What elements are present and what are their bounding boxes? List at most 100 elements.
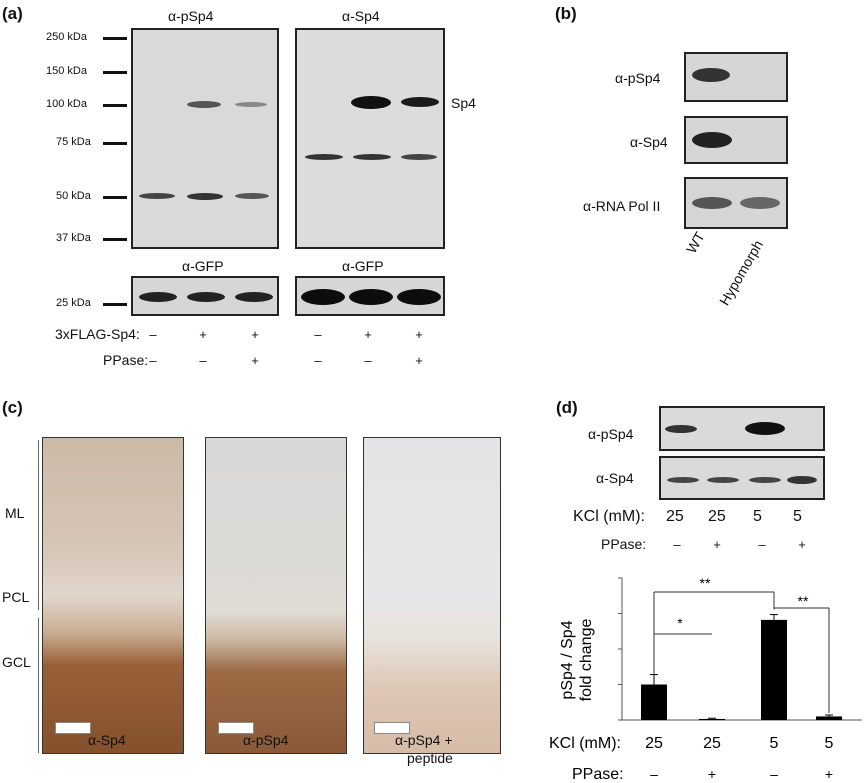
sp4-band-label: Sp4 [451, 95, 476, 111]
sign: – [758, 537, 766, 552]
ppase-tick: + [708, 766, 716, 782]
mw-37: 37 kDa [56, 232, 91, 244]
histology-sp4 [42, 437, 184, 754]
blot1-title: α-pSp4 [168, 8, 214, 24]
ppase-tick: – [650, 766, 658, 782]
band [745, 422, 785, 435]
sign: – [149, 327, 157, 342]
mw-tick [103, 196, 127, 199]
sign: + [199, 327, 207, 342]
panel-d-label: (d) [556, 398, 578, 417]
band [139, 193, 175, 199]
band [187, 292, 225, 302]
layer-pcl: PCL [2, 589, 30, 605]
band [139, 292, 177, 302]
c-caption-1: α-Sp4 [88, 732, 126, 748]
b-blot-rnapol [684, 177, 788, 229]
sign: – [314, 353, 322, 368]
d-blot-Sp4 [659, 456, 825, 500]
ylabel-1: pSp4 / Sp4 [559, 620, 576, 699]
mw-tick [103, 303, 127, 306]
sign: – [199, 353, 207, 368]
d-kcl-value: 5 [753, 508, 762, 525]
sign: + [713, 537, 721, 552]
blot2-title: α-Sp4 [342, 8, 380, 24]
band [707, 477, 739, 483]
scale-bar [374, 722, 410, 734]
kcl-tick: 25 [703, 735, 721, 752]
panel-c-label: (c) [2, 398, 23, 417]
pSp4-blot [131, 28, 279, 249]
mw-100: 100 kDa [46, 98, 87, 110]
fold-change-chart: pSp4 / Sp4 fold change ** * ** KCl (mM):… [549, 575, 862, 783]
mw-tick [103, 142, 127, 145]
band [235, 193, 269, 199]
band [349, 289, 393, 305]
mw-tick [103, 71, 127, 74]
sign: + [415, 353, 423, 368]
d-ppase-label-2: PPase: [572, 766, 624, 783]
band [787, 476, 817, 484]
layer-divider [38, 618, 39, 753]
ppase-tick: – [770, 766, 778, 782]
sig-label: ** [700, 575, 711, 591]
c-caption-4: peptide [407, 750, 453, 766]
band [692, 132, 732, 148]
layer-ml: ML [5, 505, 25, 521]
sign: + [251, 353, 259, 368]
band [187, 193, 223, 200]
sign: + [364, 327, 372, 342]
d-kcl-label-2: KCl (mM): [549, 735, 621, 752]
b-blot-pSp4 [684, 52, 788, 102]
band [353, 154, 391, 160]
b-row-Sp4: α-Sp4 [630, 134, 668, 150]
mw-tick [103, 104, 127, 107]
b-lane-hypomorph: Hypomorph [716, 237, 767, 308]
mw-tick [103, 37, 127, 40]
sig-label: * [677, 615, 683, 631]
mw-75: 75 kDa [56, 136, 91, 148]
band [235, 102, 267, 107]
row2-label: PPase: [103, 352, 149, 368]
d-row-Sp4: α-Sp4 [596, 470, 634, 486]
c-caption-3: α-pSp4 + [395, 732, 453, 748]
d-kcl-value: 25 [708, 508, 726, 525]
ppase-tick: + [825, 766, 833, 782]
band [692, 68, 730, 82]
kcl-tick: 5 [770, 735, 779, 752]
band [749, 477, 781, 483]
b-lane-wt: WT [683, 229, 708, 256]
sign: – [364, 353, 372, 368]
gfp-title-2: α-GFP [342, 258, 384, 274]
c-caption-2: α-pSp4 [243, 732, 289, 748]
bar [761, 619, 787, 720]
band [401, 97, 439, 107]
scale-bar [55, 722, 91, 734]
gfp-title-1: α-GFP [182, 258, 224, 274]
panel-b-label: (b) [555, 4, 577, 23]
d-row-pSp4: α-pSp4 [588, 426, 634, 442]
b-blot-Sp4 [684, 116, 788, 164]
band [305, 154, 343, 160]
d-blot-pSp4 [659, 406, 825, 451]
sign: + [251, 327, 259, 342]
layer-divider [38, 440, 39, 610]
sign: + [415, 327, 423, 342]
bar [816, 716, 842, 720]
sign: – [149, 353, 157, 368]
kcl-tick: 5 [825, 735, 834, 752]
band [397, 289, 441, 305]
ylabel-2: fold change [578, 619, 595, 702]
panel-a-label: (a) [2, 4, 23, 23]
band [301, 289, 345, 305]
band [401, 154, 437, 160]
band [667, 477, 699, 483]
sig-label: ** [798, 593, 809, 609]
mw-tick [103, 238, 127, 241]
band [665, 425, 697, 433]
kcl-tick: 25 [645, 735, 663, 752]
mw-150: 150 kDa [46, 65, 87, 77]
layer-gcl: GCL [2, 654, 31, 670]
chart-layer [618, 577, 862, 721]
row1-label: 3xFLAG-Sp4: [55, 326, 140, 342]
